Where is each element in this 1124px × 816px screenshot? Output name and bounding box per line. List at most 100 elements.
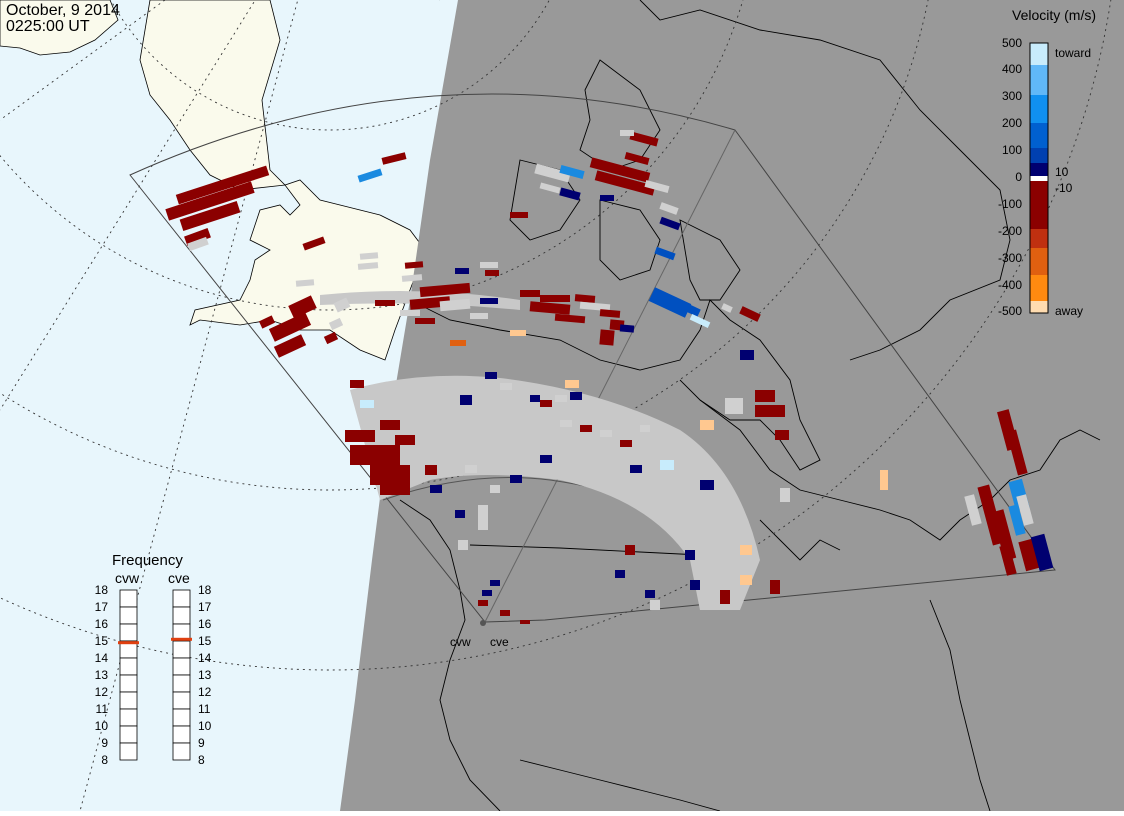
frequency-radar-cvw: cvw	[115, 570, 140, 586]
velocity-cell	[620, 130, 634, 136]
frequency-cell	[119, 725, 138, 744]
site-label-cve: cve	[490, 635, 509, 649]
frequency-tick-left: 16	[95, 617, 109, 631]
velocity-cell	[470, 313, 488, 319]
frequency-tick-left: 8	[101, 753, 108, 767]
velocity-cell	[425, 465, 437, 475]
velocity-cell	[1018, 538, 1040, 572]
frequency-tick-right: 16	[198, 617, 212, 631]
frequency-tick-right: 15	[198, 634, 212, 648]
colorbar-tick-label: 100	[1002, 143, 1022, 157]
colorbar-tick-label: -400	[998, 278, 1022, 292]
frequency-indicator	[118, 641, 139, 645]
velocity-cell	[565, 380, 579, 388]
frequency-tick-left: 11	[96, 702, 109, 716]
velocity-cell	[478, 505, 488, 530]
velocity-cell	[439, 298, 471, 312]
frequency-cell	[172, 640, 191, 659]
frequency-tick-left: 10	[95, 719, 109, 733]
velocity-cell	[690, 580, 700, 590]
colorbar-band	[1030, 229, 1048, 248]
colorbar-band	[1030, 163, 1048, 176]
velocity-cell	[510, 212, 528, 218]
radar-site-marker	[480, 620, 486, 626]
frequency-cell	[172, 691, 191, 710]
velocity-cell	[659, 216, 681, 231]
velocity-cell	[619, 324, 635, 333]
colorbar-band	[1030, 301, 1048, 313]
frequency-cell	[172, 674, 191, 693]
velocity-cell	[660, 460, 674, 470]
velocity-cell	[540, 400, 552, 407]
frequency-title: Frequency	[112, 552, 183, 569]
frequency-tick-right: 11	[198, 702, 211, 716]
daylit-land	[0, 0, 426, 361]
velocity-cell	[780, 488, 790, 502]
frequency-cell	[119, 708, 138, 727]
velocity-cell	[720, 590, 730, 604]
velocity-cell	[455, 268, 469, 274]
frequency-tick-left: 17	[95, 600, 109, 614]
site-label-cvw: cvw	[450, 635, 471, 649]
colorbar-band	[1030, 95, 1048, 123]
velocity-cell	[534, 163, 571, 183]
frequency-cell	[172, 708, 191, 727]
velocity-cell	[485, 372, 497, 379]
frequency-cell	[172, 725, 191, 744]
velocity-cell	[395, 435, 415, 445]
velocity-cell	[485, 270, 499, 276]
velocity-cell	[258, 315, 276, 329]
velocity-cell	[520, 620, 530, 624]
small-positive-label: 10	[1055, 165, 1069, 179]
velocity-cell	[624, 152, 650, 165]
velocity-cell	[775, 430, 789, 440]
velocity-cell	[500, 383, 512, 390]
date-label: October, 9 2014	[6, 2, 120, 19]
velocity-cell	[770, 580, 780, 594]
velocity-cell	[555, 395, 567, 402]
frequency-cell	[119, 691, 138, 710]
velocity-cell	[1030, 533, 1054, 572]
velocity-cell	[659, 202, 679, 215]
velocity-cell	[480, 298, 498, 304]
velocity-cell	[739, 306, 761, 322]
velocity-cell	[482, 590, 492, 596]
frequency-tick-left: 13	[95, 668, 109, 682]
colorbar-tick-label: 0	[1015, 170, 1022, 184]
velocity-cell	[539, 182, 561, 194]
velocity-cell	[510, 475, 522, 483]
velocity-cell	[187, 236, 209, 252]
frequency-tick-right: 8	[198, 753, 205, 767]
velocity-cell	[594, 170, 656, 196]
frequency-cell	[172, 589, 191, 608]
velocity-cell	[560, 420, 572, 427]
velocity-cell	[574, 294, 596, 303]
colorbar-band	[1030, 43, 1048, 65]
velocity-cell	[740, 545, 752, 555]
velocity-cell	[179, 201, 241, 231]
velocity-cell	[1006, 429, 1028, 476]
frequency-panel: Frequency cvw cve 18 18 17 17 16 16 15 15 14 14 13…	[95, 552, 212, 767]
velocity-cell	[184, 228, 211, 246]
frequency-tick-right: 9	[198, 736, 205, 750]
colorbar-band	[1030, 65, 1048, 95]
velocity-cell	[540, 295, 570, 302]
velocity-cell	[455, 510, 465, 518]
velocity-cell	[288, 295, 317, 319]
velocity-cell	[629, 131, 659, 147]
velocity-cell	[323, 331, 339, 345]
frequency-cell	[172, 606, 191, 625]
velocity-cell	[268, 312, 312, 342]
colorbar-band	[1030, 176, 1048, 181]
velocity-cell	[380, 480, 410, 495]
velocity-cell	[645, 590, 655, 598]
frequency-tick-right: 18	[198, 583, 212, 597]
velocity-cell	[510, 330, 526, 336]
velocity-cell	[295, 279, 315, 287]
velocity-cell	[490, 580, 500, 586]
frequency-indicator	[171, 637, 192, 641]
velocity-cell	[600, 195, 614, 201]
velocity-cell	[599, 329, 615, 346]
velocity-cell	[529, 301, 571, 315]
